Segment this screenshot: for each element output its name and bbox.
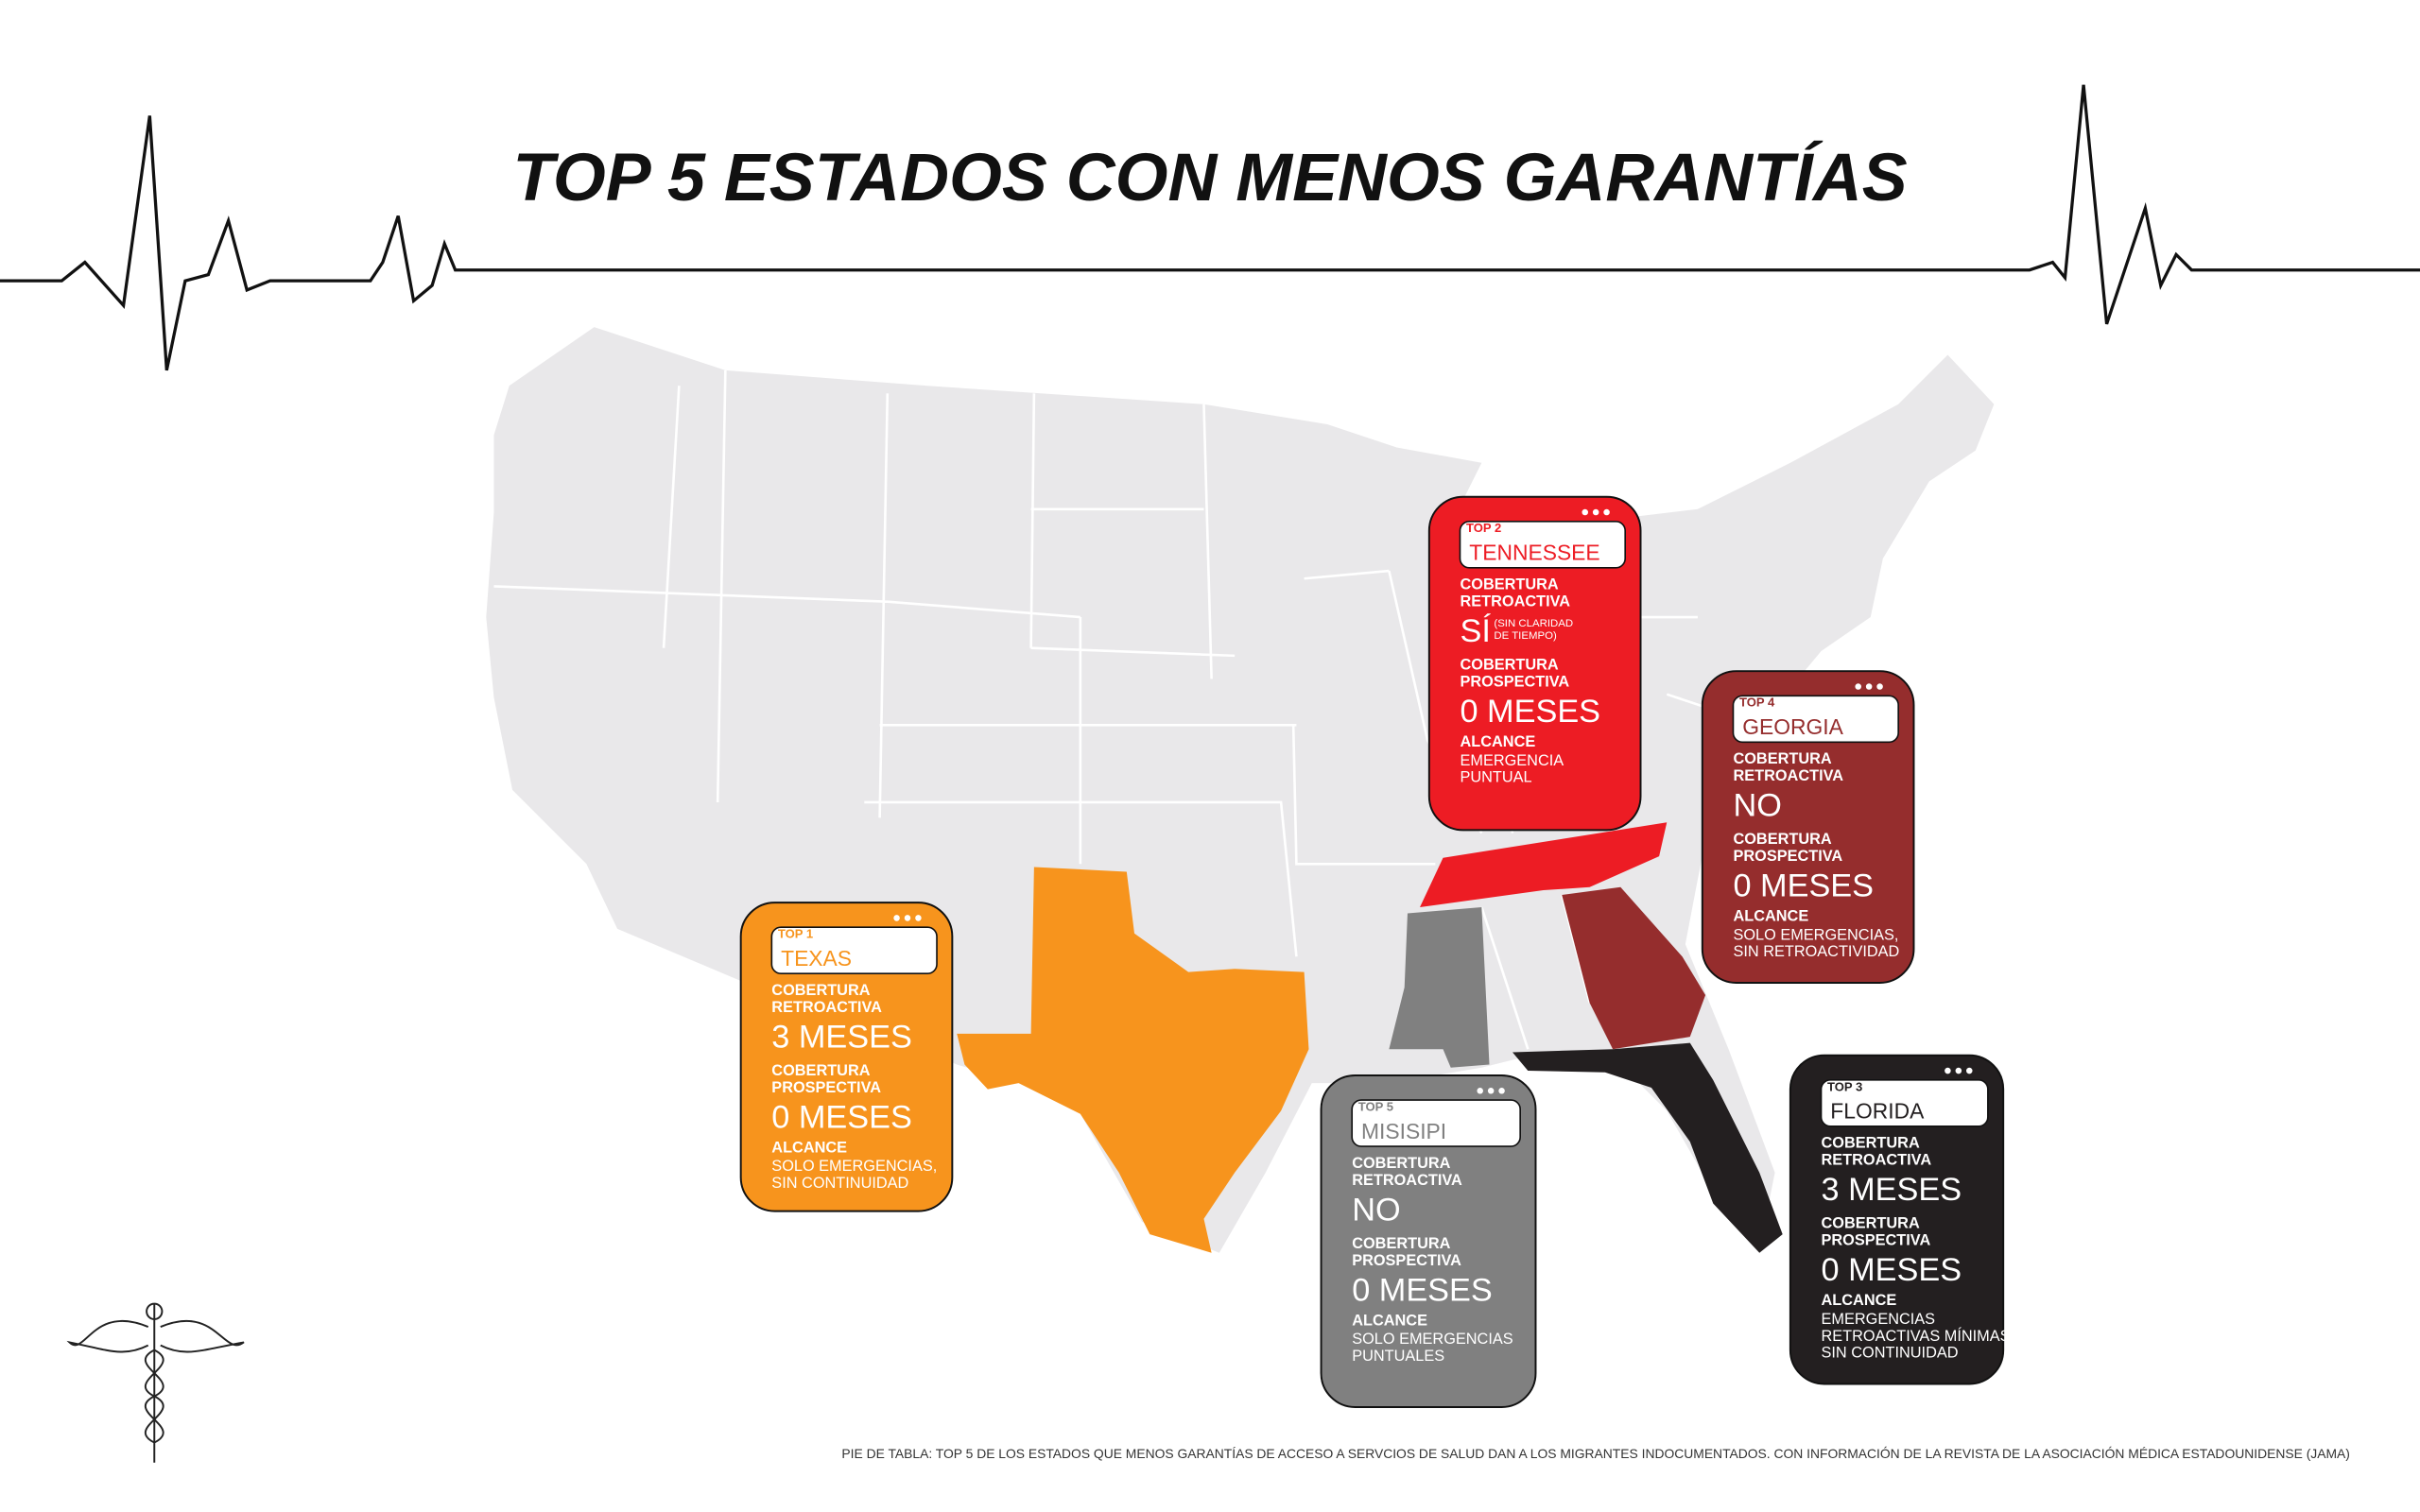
card-dot <box>1966 1067 1973 1074</box>
scope-text: PUNTUAL <box>1460 769 1531 786</box>
card-background <box>1427 495 1642 832</box>
caduceus-icon <box>66 1302 245 1463</box>
retro-value: 3 MESES <box>1822 1172 1962 1208</box>
state-name: GEORGIA <box>1742 714 1843 739</box>
heartbeat-line <box>0 84 2420 371</box>
scope-text: EMERGENCIAS <box>1822 1311 1936 1328</box>
state-name: TENNESSEE <box>1469 541 1599 565</box>
name-box <box>1351 1099 1521 1147</box>
retro-label: COBERTURA <box>1822 1135 1920 1152</box>
retro-label: RETROACTIVA <box>1733 767 1843 784</box>
name-box <box>1732 695 1899 744</box>
scope-text: SIN CONTINUIDAD <box>1822 1345 1959 1362</box>
retro-label: RETROACTIVA <box>1352 1172 1462 1189</box>
card-dot <box>1498 1088 1505 1094</box>
card-background <box>1789 1054 2005 1385</box>
retro-label: RETROACTIVA <box>1460 593 1570 610</box>
retro-label: COBERTURA <box>1460 576 1558 593</box>
card-dot <box>1945 1067 1951 1074</box>
card-dot <box>1582 508 1588 516</box>
scope-text: SOLO EMERGENCIAS, <box>771 1158 937 1175</box>
state-name: TEXAS <box>781 946 852 971</box>
card-dot <box>1477 1088 1483 1094</box>
state-name: FLORIDA <box>1830 1099 1925 1124</box>
prosp-label: COBERTURA <box>1733 831 1831 848</box>
state-card: TOP 5MISISIPICOBERTURARETROACTIVANOCOBER… <box>1320 1074 1537 1408</box>
retro-value: NO <box>1352 1192 1400 1228</box>
rank: TOP 2 <box>1466 521 1501 535</box>
prosp-value: 0 MESES <box>1822 1252 1962 1288</box>
prosp-value: 0 MESES <box>1733 868 1874 904</box>
scope-label: ALCANCE <box>1460 733 1535 750</box>
rank: TOP 1 <box>778 927 813 941</box>
scope-label: ALCANCE <box>771 1140 847 1157</box>
card-dot <box>1603 508 1610 516</box>
card-dot <box>1855 683 1861 690</box>
card-background <box>1320 1074 1537 1408</box>
prosp-value: 0 MESES <box>1460 694 1600 730</box>
scope-text: EMERGENCIA <box>1460 752 1564 769</box>
name-box <box>1459 521 1626 569</box>
card-background <box>1701 670 1915 984</box>
scope-text: SOLO EMERGENCIAS <box>1352 1331 1513 1348</box>
prosp-label: COBERTURA <box>771 1062 870 1079</box>
prosp-label: PROSPECTIVA <box>1460 674 1569 691</box>
caption: PIE DE TABLA: TOP 5 DE LOS ESTADOS QUE M… <box>841 1446 2349 1461</box>
card-dot <box>1876 683 1883 690</box>
retro-value: 3 MESES <box>771 1020 912 1056</box>
state-card: TOP 4GEORGIACOBERTURARETROACTIVANOCOBERT… <box>1701 670 1915 984</box>
scope-text: RETROACTIVAS MÍNIMAS, <box>1822 1327 2015 1345</box>
retro-value: NO <box>1733 788 1781 824</box>
name-box <box>1820 1079 1989 1127</box>
state-name: MISISIPI <box>1361 1119 1446 1143</box>
state-florida <box>1512 1042 1783 1253</box>
card-dot <box>893 915 900 921</box>
prosp-label: PROSPECTIVA <box>1822 1232 1931 1249</box>
retro-label: COBERTURA <box>1733 750 1831 767</box>
card-dot <box>915 915 922 921</box>
scope-text: SOLO EMERGENCIAS, <box>1733 926 1898 943</box>
state-texas <box>957 867 1309 1253</box>
prosp-label: PROSPECTIVA <box>1352 1252 1461 1269</box>
state-mississippi <box>1389 907 1490 1068</box>
rank: TOP 5 <box>1358 1100 1393 1114</box>
prosp-value: 0 MESES <box>771 1099 912 1135</box>
retro-label: COBERTURA <box>1352 1155 1450 1172</box>
scope-text: SIN CONTINUIDAD <box>771 1175 908 1192</box>
prosp-label: COBERTURA <box>1352 1235 1450 1252</box>
prosp-label: PROSPECTIVA <box>771 1079 881 1096</box>
scope-label: ALCANCE <box>1352 1312 1427 1329</box>
card-dot <box>1592 508 1599 516</box>
scope-label: ALCANCE <box>1733 908 1808 925</box>
retro-note: DE TIEMPO) <box>1494 630 1557 642</box>
state-georgia <box>1562 886 1706 1050</box>
retro-label: RETROACTIVA <box>771 999 882 1016</box>
prosp-label: COBERTURA <box>1822 1215 1920 1232</box>
prosp-value: 0 MESES <box>1352 1272 1493 1308</box>
prosp-label: COBERTURA <box>1460 657 1558 674</box>
card-dot <box>1487 1088 1495 1094</box>
state-tennessee <box>1420 822 1668 907</box>
scope-text: SIN RETROACTIVIDAD <box>1733 943 1899 960</box>
retro-label: COBERTURA <box>771 982 870 999</box>
card-dot <box>904 915 911 921</box>
scope-label: ALCANCE <box>1822 1292 1897 1309</box>
card-background <box>739 902 954 1212</box>
card-dot <box>1865 683 1873 690</box>
prosp-label: PROSPECTIVA <box>1733 848 1842 865</box>
rank: TOP 4 <box>1739 696 1775 710</box>
rank: TOP 3 <box>1827 1079 1862 1093</box>
retro-label: RETROACTIVA <box>1822 1152 1932 1169</box>
scope-text: PUNTUALES <box>1352 1348 1444 1365</box>
retro-note: (SIN CLARIDAD <box>1494 618 1573 629</box>
name-box <box>770 926 938 975</box>
title: TOP 5 ESTADOS CON MENOS GARANTÍAS <box>512 140 1907 215</box>
retro-value: SÍ <box>1460 612 1491 649</box>
card-dot <box>1955 1067 1962 1074</box>
